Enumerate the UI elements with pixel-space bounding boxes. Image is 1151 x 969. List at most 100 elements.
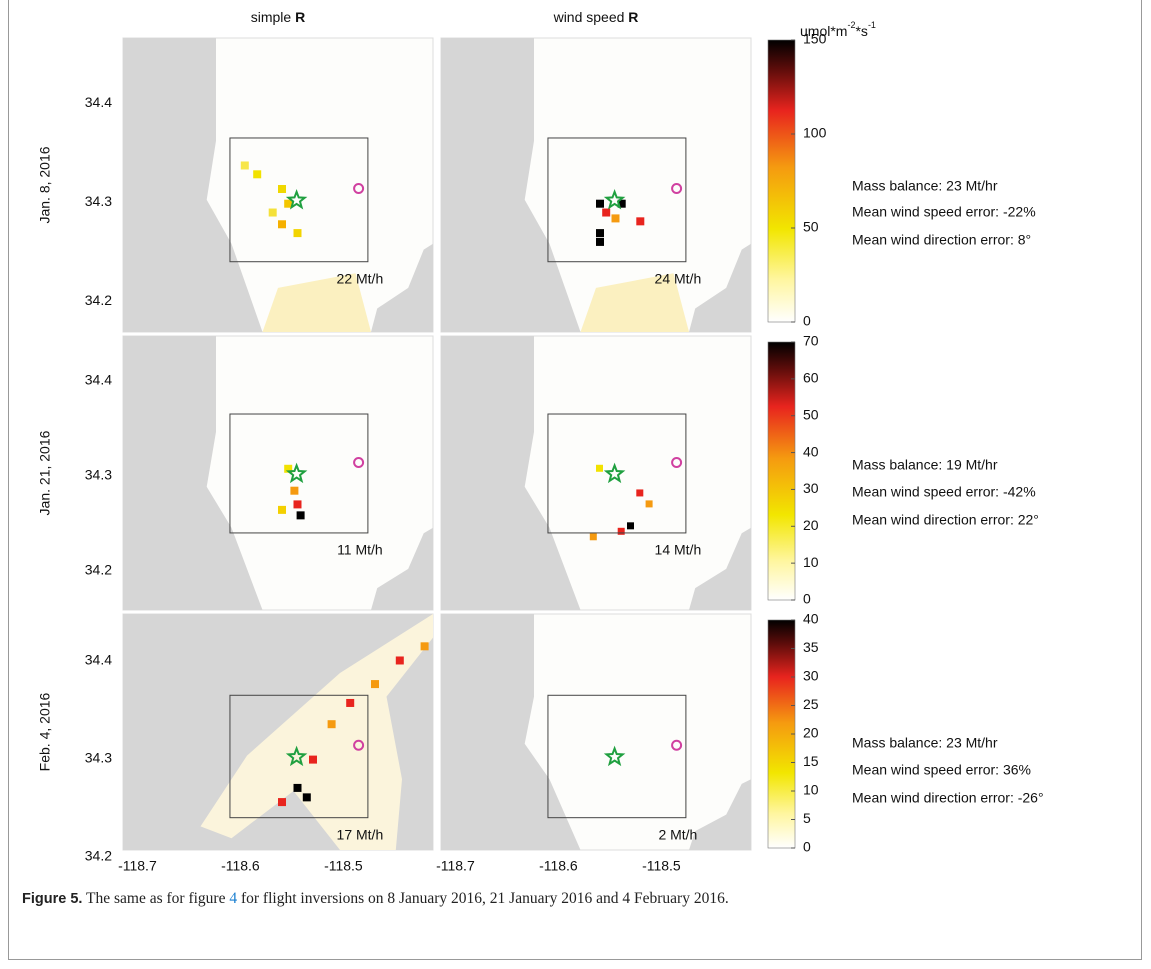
flux-label: 24 Mt/h	[655, 270, 702, 286]
y-tick-label: 34.2	[85, 848, 112, 864]
colorbar-tick-label: 20	[803, 725, 819, 741]
plume-cell	[240, 161, 249, 170]
land	[441, 38, 581, 332]
source-star	[603, 462, 626, 484]
unit-base: umol*m	[800, 23, 847, 39]
colorbar	[767, 619, 796, 849]
domain-box	[229, 413, 369, 534]
caption-text: The same as for figure	[82, 890, 230, 907]
plume-cell	[371, 680, 379, 689]
land	[689, 779, 751, 850]
plume-cell	[302, 793, 311, 802]
column-label: wind speed	[553, 9, 629, 25]
plume-cell	[296, 511, 305, 520]
colorbar-tick-label: 10	[803, 782, 819, 798]
domain-box	[229, 137, 369, 263]
unit-exp: -1	[868, 20, 876, 30]
source-star	[285, 745, 308, 767]
domain-box	[547, 413, 687, 534]
colorbar-tick-label: 40	[803, 443, 819, 459]
colorbar-tick-label: 30	[803, 668, 819, 684]
land	[441, 336, 581, 610]
column-title: simple R	[251, 9, 305, 25]
plume-cell	[327, 720, 336, 729]
stat-line: Mean wind speed error: -22%	[852, 204, 1036, 220]
flux-label: 22 Mt/h	[337, 270, 384, 286]
plume-cell	[293, 229, 302, 238]
map-panel	[122, 37, 434, 333]
caption-text: for flight inversions on 8 January 2016,…	[237, 890, 729, 907]
y-tick-label: 34.3	[85, 750, 112, 766]
colorbar-tick-label: 0	[803, 839, 811, 855]
map-panel	[122, 613, 434, 851]
colorbar-tick-label: 0	[803, 591, 811, 607]
plume-cell	[284, 199, 293, 208]
y-tick-label: 34.2	[85, 292, 112, 308]
column-symbol: R	[295, 9, 305, 25]
plume-cell	[293, 783, 302, 792]
plume-cell	[645, 500, 653, 508]
colorbar-tick-label: 50	[803, 406, 819, 422]
plume-cell	[617, 527, 625, 535]
row-label: Jan. 8, 2016	[37, 146, 53, 223]
map-panel	[440, 37, 752, 333]
stat-line: Mass balance: 19 Mt/hr	[852, 457, 998, 473]
flux-label: 2 Mt/h	[658, 826, 697, 842]
map-panel	[122, 335, 434, 611]
site-marker	[353, 457, 365, 469]
stat-line: Mean wind speed error: 36%	[852, 762, 1031, 778]
plume-cell	[253, 170, 262, 179]
site-marker	[353, 182, 365, 194]
colorbar-tick-label: 150	[803, 31, 827, 47]
colorbar-tick-label: 0	[803, 313, 811, 329]
plume-cell	[278, 185, 286, 193]
plume-cell	[346, 698, 355, 707]
frame	[8, 0, 1142, 960]
land	[123, 336, 263, 610]
map-panel	[440, 335, 752, 611]
colorbar-tick-label: 20	[803, 517, 819, 533]
colorbar	[767, 341, 796, 601]
map-panel	[440, 613, 752, 851]
column-label: simple	[251, 9, 295, 25]
plume-cell	[636, 217, 645, 226]
source-star	[603, 745, 626, 767]
site-marker	[671, 457, 683, 469]
colorbar-tick-label: 30	[803, 480, 819, 496]
colorbar-tick-label: 60	[803, 370, 819, 386]
stat-line: Mean wind speed error: -42%	[852, 484, 1036, 500]
plume-cell	[293, 500, 302, 509]
stat-line: Mass balance: 23 Mt/hr	[852, 735, 998, 751]
land	[689, 527, 751, 610]
x-tick-label: -118.6	[539, 858, 578, 874]
plume-cell	[278, 798, 286, 807]
flux-label: 17 Mt/h	[337, 826, 384, 842]
plume-cell	[611, 214, 620, 223]
site-marker	[353, 739, 365, 751]
plume-cell	[596, 199, 604, 208]
site-marker	[671, 182, 683, 194]
x-tick-label: -118.5	[324, 858, 363, 874]
colorbar-tick-label: 35	[803, 639, 819, 655]
figure-ref[interactable]: 4	[229, 890, 238, 907]
y-tick-label: 34.3	[85, 193, 112, 209]
stat-line: Mean wind direction error: 8°	[852, 232, 1031, 248]
plume	[262, 273, 371, 332]
source-star	[285, 462, 308, 484]
flux-label: 11 Mt/h	[337, 542, 383, 558]
x-tick-label: -118.7	[436, 858, 475, 874]
domain-box	[229, 694, 369, 819]
plume-cell	[596, 464, 603, 472]
land	[689, 243, 751, 332]
x-tick-label: -118.6	[221, 858, 260, 874]
plume-cell	[589, 533, 597, 541]
caption: Figure 5. The same as for figure 4 for f…	[22, 890, 729, 908]
y-tick-label: 34.4	[85, 652, 112, 668]
y-tick-label: 34.4	[85, 371, 112, 387]
plume-cell	[278, 505, 286, 514]
colorbar	[767, 39, 796, 323]
source-star	[285, 189, 308, 210]
x-tick-label: -118.7	[118, 858, 157, 874]
stat-line: Mean wind direction error: -26°	[852, 790, 1044, 806]
